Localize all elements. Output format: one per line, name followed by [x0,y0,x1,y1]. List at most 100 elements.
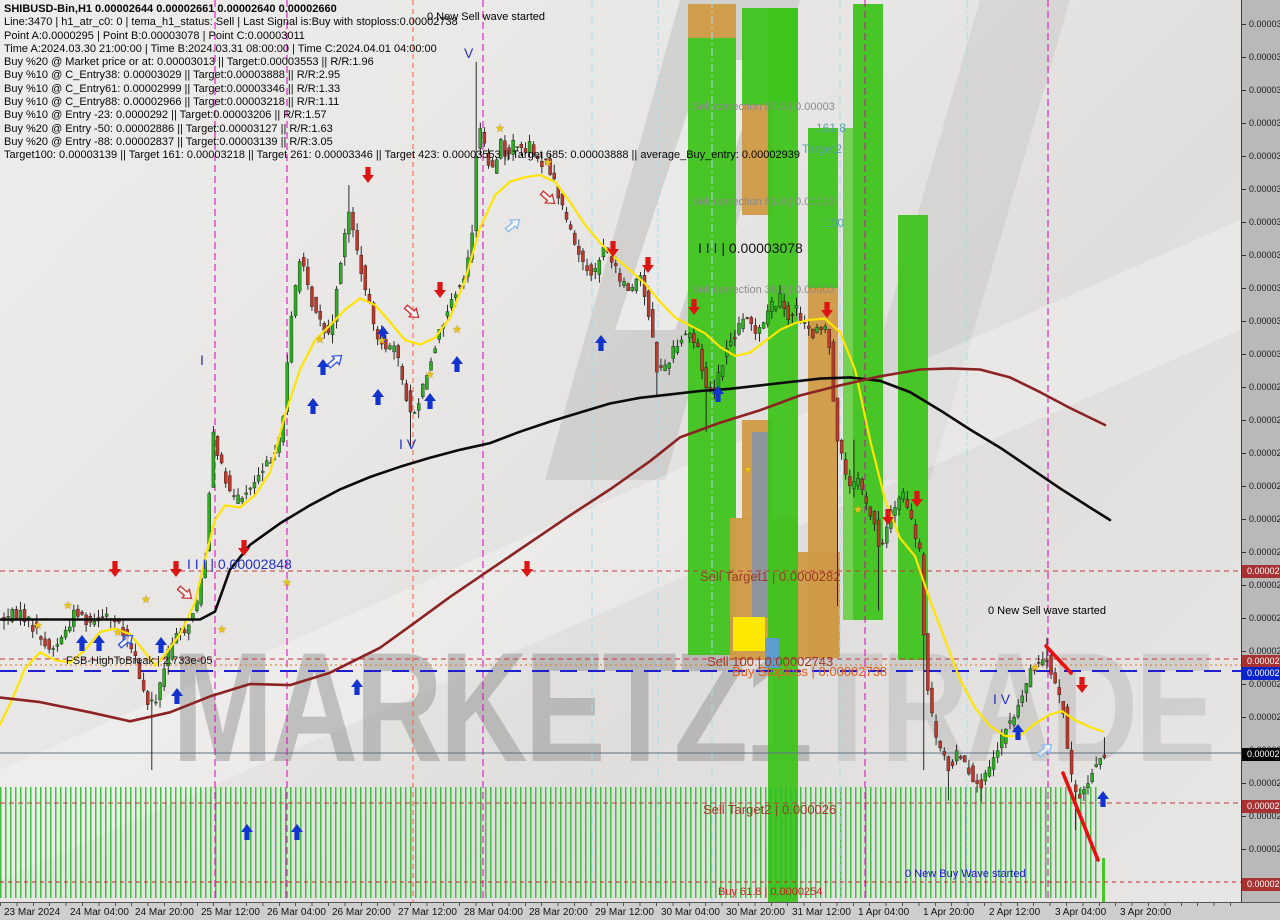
price-tick-mark [1242,618,1246,619]
star-marker-icon: ★ [113,627,123,639]
star-marker-icon: ★ [1030,662,1040,674]
buy-arrow-icon [372,389,384,405]
buy-arrow-icon [171,688,183,704]
price-tick-mark [1242,585,1246,586]
buy-arrow-icon [317,359,329,375]
price-highlight-label: 0.0000266 [1242,748,1280,761]
sell-arrow-icon [362,167,374,183]
price-tick-mark [1242,255,1246,256]
price-tick-label: 0.00003275 [1249,52,1280,62]
wave-i-label: I [200,352,204,368]
trendlines [1044,644,1100,862]
zone-band [742,105,773,215]
price-tick-mark [1242,321,1246,322]
sell-arrow-icon [911,491,923,507]
buy-zone-striped [0,787,1100,898]
buy-arrow-icon [712,386,724,402]
time-axis-label: 24 Mar 20:00 [135,907,194,918]
price-tick-label: 0.00002867 [1249,514,1280,524]
star-marker-icon: ★ [282,577,292,589]
price-tick-label: 0.00002838 [1249,547,1280,557]
price-tick-mark [1242,552,1246,553]
price-tick-mark [1242,24,1246,25]
time-axis-label: 28 Mar 04:00 [464,907,523,918]
info-line: Buy %20 @ Entry -88: 0.00002837 || Targe… [4,135,333,148]
star-marker-icon: ★ [217,624,227,636]
price-tick-mark [1242,222,1246,223]
buy-arrow-icon [241,824,253,840]
price-tick-label: 0.00002605 [1249,811,1280,821]
sell-arrow-icon [882,509,894,525]
zone-band [853,4,883,620]
info-line: Point A:0.0000295 | Point B:0.00003078 |… [4,29,305,42]
buy-arrow-icon [1097,791,1109,807]
buy-arrow-icon [307,398,319,414]
star-marker-icon: ★ [377,335,387,347]
star-marker-icon: ★ [315,334,325,346]
price-tick-mark [1242,717,1246,718]
price-axis[interactable]: 0.00003304 0.00003275 0.00003246 0.00003217… [1241,0,1280,920]
moving-averages [0,173,1112,738]
star-marker-icon: ★ [452,324,462,336]
price-tick-mark [1242,189,1246,190]
price-highlight-label: 0.0000282 [1242,565,1280,578]
price-tick-label: 0.00003071 [1249,283,1280,293]
buy-wave-note: 0 New Buy Wave started [905,868,1026,880]
wave-v-label: V [464,45,474,61]
buy-arrow-icon [291,824,303,840]
zone-band [843,128,853,620]
price-tick-label: 0.00002750 [1249,646,1280,656]
sell-correction-382: Sell correction 38.2 | 0.00003 [692,284,835,296]
info-line: Buy %10 @ C_Entry38: 0.00003029 || Targe… [4,69,341,82]
info-line: Buy %10 @ C_Entry61: 0.00002999 || Targe… [4,82,341,95]
ma-slow-maroon [0,367,1107,723]
price-tick-label: 0.00002809 [1249,580,1280,590]
time-axis-label: 31 Mar 12:00 [792,907,851,918]
price-tick-label: 0.00002779 [1249,613,1280,623]
zone-band [733,617,765,651]
down-hollow-arrow-icon [539,190,556,205]
time-axis-label: 27 Mar 12:00 [398,907,457,918]
buy-arrow-icon [377,326,389,342]
sell-arrow-icon [238,540,250,556]
star-marker-icon: ★ [743,464,753,476]
time-axis-label: 3 Apr 04:00 [1055,907,1107,918]
fib-100: 100 [824,216,845,230]
star-marker-icon: ★ [425,369,435,381]
zone-band [765,638,779,668]
price-tick-label: 0.00002576 [1249,844,1280,854]
up-hollow-arrow-icon [504,218,521,233]
down-hollow-arrow-icon [176,585,193,600]
red-trendline-1 [1044,644,1073,675]
price-tick-label: 0.00003217 [1249,118,1280,128]
time-axis-label: 26 Mar 04:00 [267,907,326,918]
star-marker-icon: ★ [141,594,151,606]
price-highlight-label: 0.0000274 [1242,655,1280,668]
watermark-text-right: TRADE [809,621,1217,795]
red-trendline-2 [1061,771,1100,862]
time-axis[interactable]: 23 Mar 2024 24 Mar 04:00 24 Mar 20:00 25 Ma… [0,902,1280,920]
wave-iii-price-a: I I I | 0.00002848 [187,556,292,572]
price-tick-mark [1242,90,1246,91]
time-axis-label: 24 Mar 04:00 [70,907,129,918]
fsb-high-to-break: FSB-HighToBreak | 2.733e-05 [66,655,213,667]
price-highlight-label: 0.0000254 [1242,878,1280,891]
price-tick-mark [1242,453,1246,454]
price-tick-mark [1242,57,1246,58]
price-tick-mark [1242,519,1246,520]
price-tick-label: 0.00003246 [1249,85,1280,95]
sell-arrow-icon [170,561,182,577]
info-line: Buy %10 @ C_Entry88: 0.00002966 || Targe… [4,96,340,109]
sell-correction-875: Sell correction 87.5 | 0.00003 [692,101,835,113]
price-highlight-label: 0.0000273 [1242,667,1280,680]
price-tick-label: 0.00003013 [1249,349,1280,359]
price-tick-label: 0.00002896 [1249,481,1280,491]
sell-correction-618: Sell correction 61.8 | 0.00003 [692,196,835,208]
star-marker-icon: ★ [853,504,863,516]
price-tick-label: 0.00002954 [1249,415,1280,425]
candlesticks [2,61,1107,830]
sell-target1-label: Sell Target1 | 0.0000282 [700,569,841,584]
price-tick-label: 0.00002984 [1249,382,1280,392]
wave-iv-label-right: I V [993,691,1011,707]
